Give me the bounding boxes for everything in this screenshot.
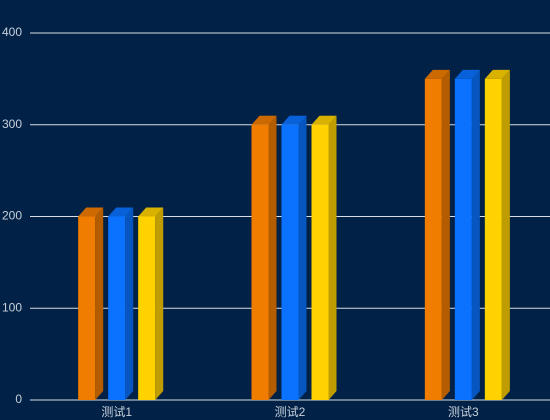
bar-top	[108, 207, 134, 217]
bar-top-shade	[311, 115, 337, 125]
bar-top	[454, 69, 480, 79]
x-tick-label: 测试3	[448, 404, 479, 419]
bar-front	[454, 78, 472, 400]
bar-side-shade	[328, 115, 337, 400]
bar-top	[424, 69, 450, 79]
bar-side-shade	[155, 207, 164, 400]
bar-top-shade	[454, 69, 480, 79]
bar-front	[311, 124, 329, 400]
x-tick-label: 测试1	[101, 404, 132, 419]
bar-top-shade	[78, 207, 104, 217]
bar-side-shade	[268, 115, 277, 400]
x-tick-label: 测试2	[275, 404, 306, 419]
bar-side	[501, 69, 510, 400]
bar-front	[138, 216, 156, 400]
y-tick-label: 200	[2, 209, 22, 223]
bar-side	[471, 69, 480, 400]
bar-top	[311, 115, 337, 125]
bar-side	[328, 115, 337, 400]
bar-front	[424, 78, 442, 400]
bar-side-shade	[501, 69, 510, 400]
bar-side-shade	[95, 207, 104, 400]
bar-front	[251, 124, 269, 400]
bar-front	[281, 124, 299, 400]
y-tick-label: 400	[2, 25, 22, 39]
bar-top	[484, 69, 510, 79]
bar-top	[251, 115, 277, 125]
y-tick-label: 100	[2, 300, 22, 314]
bar-side	[95, 207, 104, 400]
bar-side-shade	[298, 115, 307, 400]
bar-top-shade	[484, 69, 510, 79]
bar-top-shade	[138, 207, 164, 217]
bar-top-shade	[108, 207, 134, 217]
bar-top-shade	[251, 115, 277, 125]
bar-front	[484, 78, 502, 400]
bar-side	[155, 207, 164, 400]
bar-side	[441, 69, 450, 400]
bar-side-shade	[441, 69, 450, 400]
bar-side	[268, 115, 277, 400]
bar-side	[298, 115, 307, 400]
bar-top-shade	[281, 115, 307, 125]
y-tick-label: 0	[15, 392, 22, 406]
y-tick-label: 300	[2, 117, 22, 131]
bar-top-shade	[424, 69, 450, 79]
bar-side-shade	[471, 69, 480, 400]
bar-top	[281, 115, 307, 125]
bar-top	[78, 207, 104, 217]
bar-side	[125, 207, 134, 400]
bar-front	[108, 216, 126, 400]
bar-front	[78, 216, 96, 400]
bar-side-shade	[125, 207, 134, 400]
bar-top	[138, 207, 164, 217]
